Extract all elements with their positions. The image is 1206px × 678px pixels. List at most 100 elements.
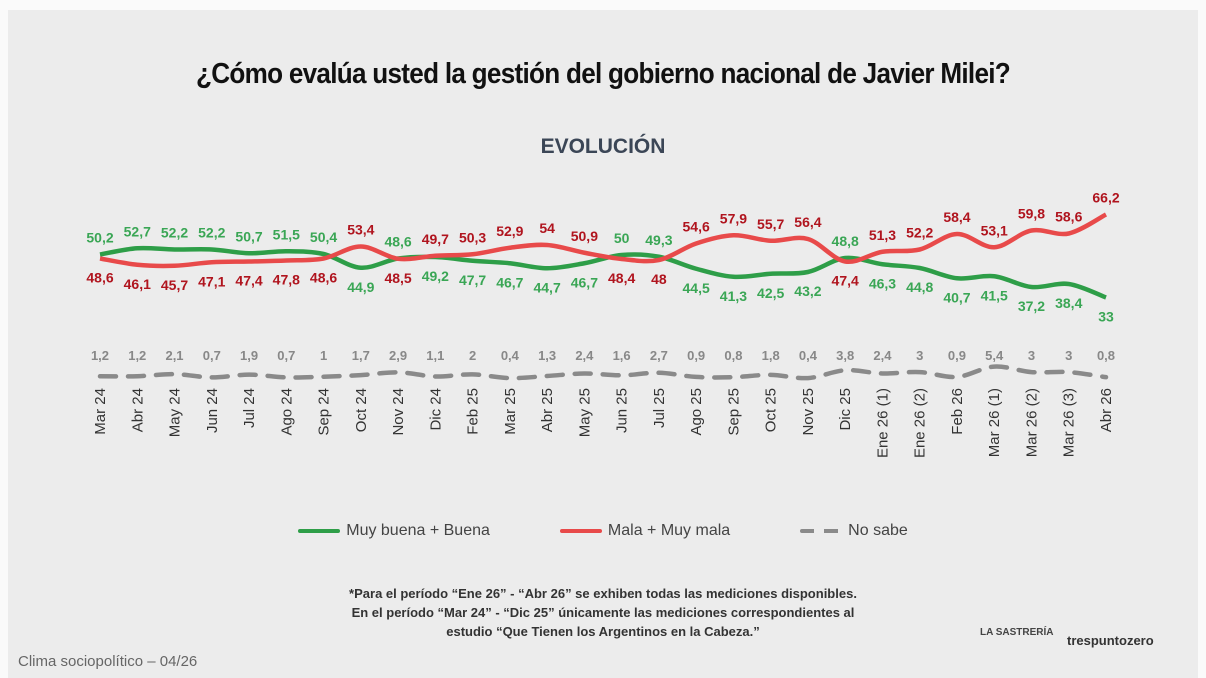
- legend-label: Muy buena + Buena: [346, 522, 490, 539]
- data-label-buena: 37,2: [1018, 298, 1045, 314]
- x-tick-label: Mar 24: [92, 388, 109, 435]
- legend: Muy buena + Buena Mala + Muy mala No sab…: [0, 522, 1206, 540]
- data-label-no-sabe: 2,4: [873, 348, 892, 363]
- data-label-buena: 50: [614, 230, 630, 246]
- data-label-buena: 52,2: [161, 225, 188, 241]
- data-label-mala: 54: [539, 220, 555, 236]
- data-label-mala: 53,1: [981, 222, 1008, 238]
- data-label-mala: 58,4: [943, 209, 970, 225]
- data-label-no-sabe: 1,2: [128, 348, 146, 363]
- data-label-no-sabe: 3: [916, 348, 923, 363]
- data-label-mala: 46,1: [124, 276, 151, 292]
- legend-item-gray: No sabe: [800, 522, 908, 540]
- x-tick-label: Mar 26 (1): [986, 388, 1003, 457]
- footnote-line: *Para el período “Ene 26” - “Abr 26” se …: [349, 586, 857, 601]
- data-label-mala: 53,4: [347, 222, 374, 238]
- x-tick-label: Sep 24: [316, 388, 333, 436]
- data-label-mala: 66,2: [1092, 190, 1119, 206]
- x-tick-label: Nov 25: [800, 388, 817, 436]
- page-title: ¿Cómo evalúa usted la gestión del gobier…: [196, 58, 1011, 90]
- data-label-buena: 49,2: [422, 268, 449, 284]
- x-tick-label: Feb 26: [949, 388, 966, 435]
- data-label-no-sabe: 1,1: [426, 348, 444, 363]
- x-tick-label: Oct 24: [353, 388, 370, 432]
- data-label-buena: 49,3: [645, 232, 672, 248]
- data-label-buena: 50,4: [310, 229, 337, 245]
- data-label-no-sabe: 0,4: [501, 348, 520, 363]
- data-label-buena: 42,5: [757, 285, 784, 301]
- x-tick-label: Dic 24: [427, 388, 444, 431]
- data-label-mala: 47,4: [832, 273, 859, 289]
- footer-text: Clima sociopolítico – 04/26: [18, 653, 198, 670]
- x-tick-label: Nov 24: [390, 388, 407, 436]
- data-label-mala: 55,7: [757, 216, 784, 232]
- x-tick-label: Jun 25: [614, 388, 631, 433]
- data-label-no-sabe: 0,4: [799, 348, 818, 363]
- data-label-buena: 46,7: [571, 274, 598, 290]
- data-label-no-sabe: 3,8: [836, 348, 854, 363]
- data-label-buena: 48,6: [384, 234, 411, 250]
- data-label-no-sabe: 3: [1065, 348, 1072, 363]
- data-label-mala: 48,6: [310, 270, 337, 286]
- data-label-mala: 50,3: [459, 229, 486, 245]
- data-label-no-sabe: 3: [1028, 348, 1035, 363]
- x-tick-label: Dic 25: [837, 388, 854, 431]
- x-tick-label: Ago 25: [688, 388, 705, 436]
- data-label-buena: 44,9: [347, 279, 374, 295]
- data-label-mala: 45,7: [161, 277, 188, 293]
- data-label-mala: 48: [651, 271, 667, 287]
- legend-swatch: [298, 529, 341, 533]
- series-line-no-sabe: [97, 364, 1109, 381]
- x-tick-label: Abr 26: [1098, 388, 1115, 432]
- footnote: *Para el período “Ene 26” - “Abr 26” se …: [0, 584, 1206, 641]
- data-label-mala: 52,9: [496, 223, 523, 239]
- data-label-no-sabe: 1: [320, 348, 327, 363]
- data-label-buena: 44,7: [533, 279, 560, 295]
- data-label-mala: 57,9: [720, 210, 747, 226]
- data-label-buena: 33: [1098, 309, 1114, 325]
- data-label-mala: 58,6: [1055, 209, 1082, 225]
- data-label-buena: 46,7: [496, 274, 523, 290]
- legend-swatch: [800, 529, 843, 533]
- footnote-line: estudio “Que Tienen los Argentinos en la…: [446, 624, 760, 639]
- x-tick-label: Oct 25: [763, 388, 780, 432]
- slide-background: [8, 10, 1198, 678]
- data-label-no-sabe: 1,7: [352, 348, 370, 363]
- logo-la-sastreria: LA SASTRERÍA: [980, 627, 1054, 638]
- x-tick-label: May 25: [576, 388, 593, 437]
- data-label-buena: 48,8: [832, 233, 859, 249]
- x-tick-label: Ago 24: [278, 388, 295, 436]
- data-label-no-sabe: 0,9: [687, 348, 705, 363]
- data-label-mala: 50,9: [571, 228, 598, 244]
- data-label-no-sabe: 1,3: [538, 348, 556, 363]
- data-label-no-sabe: 2,9: [389, 348, 407, 363]
- data-label-buena: 38,4: [1055, 295, 1082, 311]
- x-tick-label: Mar 26 (2): [1023, 388, 1040, 457]
- data-label-no-sabe: 0,7: [277, 348, 295, 363]
- series-line-buena: [99, 245, 1107, 300]
- data-label-mala: 47,1: [198, 273, 225, 289]
- data-label-mala: 47,4: [235, 273, 262, 289]
- data-label-no-sabe: 2,1: [165, 348, 183, 363]
- data-label-buena: 50,2: [86, 230, 113, 246]
- x-tick-label: Mar 25: [502, 388, 519, 435]
- data-label-no-sabe: 0,7: [203, 348, 221, 363]
- legend-label: No sabe: [848, 522, 908, 539]
- data-label-mala: 47,8: [273, 272, 300, 288]
- data-label-no-sabe: 1,2: [91, 348, 109, 363]
- data-label-buena: 41,3: [720, 288, 747, 304]
- data-label-no-sabe: 2,4: [575, 348, 594, 363]
- data-label-no-sabe: 1,8: [762, 348, 780, 363]
- x-tick-label: Abr 25: [539, 388, 556, 432]
- x-tick-label: May 24: [167, 388, 184, 437]
- data-label-no-sabe: 0,9: [948, 348, 966, 363]
- footnote-line: En el período “Mar 24” - “Dic 25” únicam…: [351, 605, 855, 620]
- data-label-buena: 44,5: [683, 280, 710, 296]
- legend-swatch: [559, 529, 602, 533]
- data-label-buena: 41,5: [981, 287, 1008, 303]
- data-label-mala: 59,8: [1018, 206, 1045, 222]
- data-label-mala: 52,2: [906, 225, 933, 241]
- x-tick-label: Ene 26 (2): [912, 388, 929, 458]
- data-label-buena: 44,8: [906, 279, 933, 295]
